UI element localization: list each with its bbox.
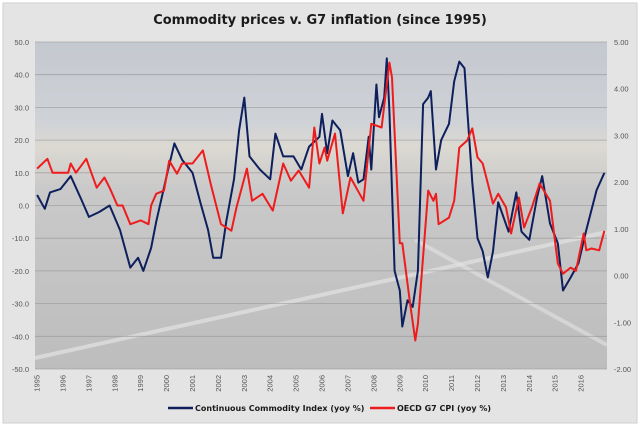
right-tick-label: 2.00 (614, 178, 629, 187)
x-tick-label: 2007 (343, 375, 352, 392)
left-tick-label: 40.0 (14, 71, 29, 80)
left-tick-label: -40.0 (12, 332, 29, 341)
x-tick-label: 2003 (240, 375, 249, 392)
x-tick-label: 2015 (551, 375, 560, 392)
x-tick-label: 1997 (84, 375, 93, 392)
right-tick-label: 1.00 (614, 225, 629, 234)
x-tick-label: 1996 (58, 375, 67, 392)
right-tick-label: 4.00 (614, 85, 629, 94)
x-tick-label: 2014 (525, 375, 534, 392)
left-tick-label: 20.0 (14, 136, 29, 145)
x-axis: 1995 1996 1997 1998 1999 2000 2001 2002 2003 2004… (33, 375, 586, 392)
x-tick-label: 2016 (577, 375, 586, 392)
right-tick-label: 5.00 (614, 38, 629, 47)
legend: Continuous Commodity Index (yoy %) OECD … (168, 404, 491, 413)
x-tick-label: 1995 (33, 375, 42, 392)
left-axis: 50.0 40.0 30.0 20.0 10.0 0.0 -10.0 -20.0 -30.0 -4… (12, 38, 29, 374)
x-tick-label: 1998 (110, 375, 119, 392)
road-line-right (414, 238, 608, 347)
right-tick-label: 3.00 (614, 131, 629, 140)
x-tick-label: 2002 (214, 375, 223, 392)
left-tick-label: 0.0 (19, 202, 29, 211)
x-tick-label: 2004 (266, 375, 275, 392)
x-tick-label: 2013 (499, 375, 508, 392)
left-tick-label: -20.0 (12, 267, 29, 276)
x-tick-label: 2001 (188, 375, 197, 392)
right-tick-label: -1.00 (614, 318, 631, 327)
right-tick-label: -2.00 (614, 365, 631, 374)
left-tick-label: 10.0 (14, 169, 29, 178)
x-tick-label: 2009 (395, 375, 404, 392)
series-group (36, 57, 606, 342)
x-tick-label: 2006 (318, 375, 327, 392)
left-tick-label: 30.0 (14, 103, 29, 112)
right-tick-label: 0.00 (614, 272, 629, 281)
gridlines (35, 41, 607, 370)
left-tick-label: -10.0 (12, 234, 29, 243)
legend-label-cpi: OECD G7 CPI (yoy %) (397, 404, 491, 413)
chart-title: Commodity prices v. G7 inflation (since … (153, 13, 487, 28)
x-tick-label: 2010 (421, 375, 430, 392)
left-tick-label: 50.0 (14, 38, 29, 47)
x-tick-label: 2011 (447, 375, 456, 391)
commodity-index-line (36, 57, 606, 328)
legend-label-commodity: Continuous Commodity Index (yoy %) (195, 404, 364, 413)
x-tick-label: 2005 (292, 375, 301, 392)
x-tick-label: 2000 (162, 375, 171, 392)
x-tick-label: 2008 (369, 375, 378, 392)
x-tick-label: 2012 (473, 375, 482, 392)
road-line-left (34, 230, 608, 360)
g7-cpi-line (36, 61, 606, 342)
left-tick-label: -30.0 (12, 300, 29, 309)
left-tick-label: -50.0 (12, 365, 29, 374)
x-tick-label: 1999 (136, 375, 145, 392)
right-axis: 5.00 4.00 3.00 2.00 1.00 0.00 -1.00 -2.00 (614, 38, 631, 374)
